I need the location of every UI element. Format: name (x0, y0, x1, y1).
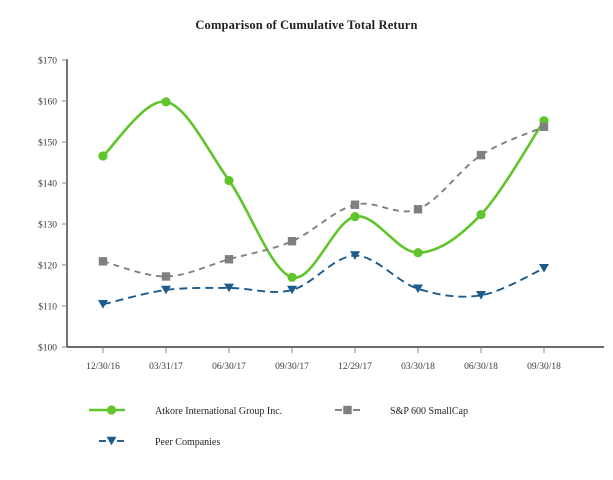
y-axis-tick-label: $140 (38, 178, 57, 189)
data-point-marker (161, 272, 171, 281)
data-point-marker (413, 284, 423, 294)
data-point-marker (476, 209, 486, 220)
legend-label: Atkore International Group Inc. (155, 406, 282, 417)
data-point-marker (476, 150, 486, 160)
data-point-marker (413, 205, 423, 214)
series-peer-companies (98, 251, 549, 309)
series-line (102, 125, 545, 278)
data-point-marker (98, 257, 108, 266)
y-axis-tick-label: $160 (38, 96, 57, 107)
x-axis-tick-label: 06/30/18 (464, 362, 498, 372)
data-point-marker (224, 175, 234, 186)
data-point-marker (287, 285, 297, 295)
legend-label: Peer Companies (155, 437, 220, 448)
data-point-marker (161, 285, 171, 295)
data-series-group (98, 97, 549, 309)
x-axis-tick-label: 06/30/17 (212, 362, 246, 372)
series-line (102, 100, 546, 279)
x-axis-tick-label: 03/30/18 (401, 362, 435, 372)
data-point-marker (224, 283, 234, 293)
data-point-marker (350, 212, 360, 222)
data-point-marker (98, 300, 108, 309)
chart-legend: Atkore International Group Inc. S&P 600 S… (89, 405, 468, 448)
y-axis: $100 $110 $120 $130 $140 $150 $160 $170 (38, 55, 68, 353)
data-point-marker (98, 151, 108, 161)
data-point-marker (350, 200, 360, 209)
y-axis-tick-label: $100 (38, 342, 57, 353)
y-axis-tick-label: $150 (38, 137, 57, 148)
data-point-marker (476, 291, 486, 300)
y-axis-tick-label: $110 (38, 301, 57, 312)
legend-marker (106, 436, 117, 446)
x-axis-tick-label: 09/30/18 (527, 362, 561, 372)
legend-label: S&P 600 SmallCap (390, 406, 468, 417)
x-axis-tick-label: 12/29/17 (338, 362, 372, 372)
y-axis-tick-label: $170 (38, 55, 57, 66)
chart-title: Comparison of Cumulative Total Return (195, 18, 418, 32)
series-atkore (98, 97, 549, 282)
data-point-marker (350, 251, 360, 260)
data-point-marker (161, 97, 171, 107)
x-axis-tick-label: 09/30/17 (275, 362, 309, 372)
data-point-marker (287, 237, 297, 246)
y-axis-tick-label: $130 (38, 219, 57, 230)
data-point-marker (413, 248, 423, 258)
legend-item-atkore[interactable]: Atkore International Group Inc. (89, 405, 282, 417)
data-point-marker (539, 263, 549, 273)
x-axis: 12/30/16 03/31/17 06/30/17 09/30/17 12/29/17… (67, 346, 604, 372)
series-sp600-smallcap (98, 122, 549, 281)
legend-item-peer-companies[interactable]: Peer Companies (99, 436, 220, 448)
data-point-marker (287, 272, 297, 282)
series-line (102, 254, 545, 306)
legend-marker (106, 405, 117, 415)
y-axis-tick-label: $120 (38, 260, 57, 271)
legend-marker (343, 405, 352, 415)
x-axis-tick-label: 12/30/16 (86, 362, 120, 372)
data-point-marker (224, 255, 234, 264)
x-axis-tick-label: 03/31/17 (149, 362, 183, 372)
legend-item-sp600-smallcap[interactable]: S&P 600 SmallCap (335, 405, 468, 417)
data-point-marker (539, 122, 549, 132)
